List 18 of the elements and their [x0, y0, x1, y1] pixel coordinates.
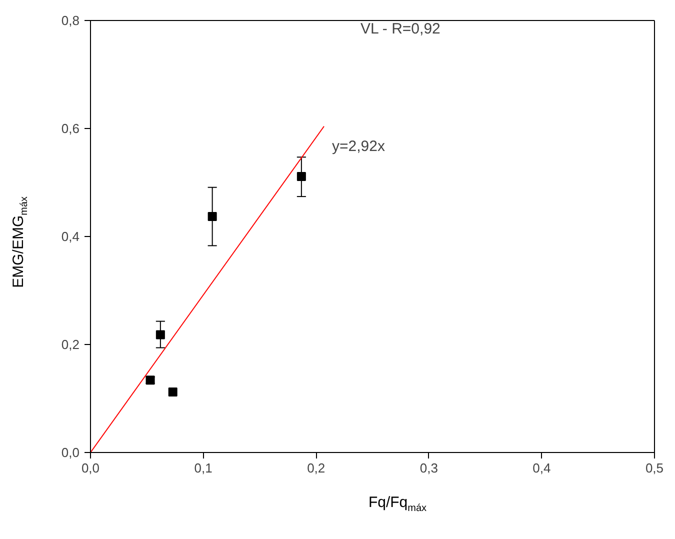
y-tick-label: 0,2: [61, 337, 80, 352]
chart-title: VL - R=0,92: [360, 20, 440, 38]
y-tick-label: 0,6: [61, 121, 80, 136]
y-tick-label: 0,0: [61, 445, 80, 460]
point: [156, 330, 165, 340]
y-tick-label: 0,8: [61, 13, 80, 28]
x-tick-label: 0,5: [645, 460, 664, 476]
point: [208, 212, 217, 222]
point: [296, 172, 306, 182]
annotation: y=2,92x: [332, 138, 386, 155]
x-axis-title: Fq/Fq$_{máx}$: [367, 493, 428, 516]
point: [168, 388, 178, 397]
x-tick-label: 0,4: [532, 460, 551, 476]
x-tick-label: 0,2: [307, 460, 326, 476]
x-tick-label: 0,1: [194, 460, 212, 476]
y-tick-label: 0,4: [61, 229, 80, 244]
x-tick-label: 0,3: [420, 460, 438, 476]
x-tick-label: 0,0: [81, 460, 100, 476]
